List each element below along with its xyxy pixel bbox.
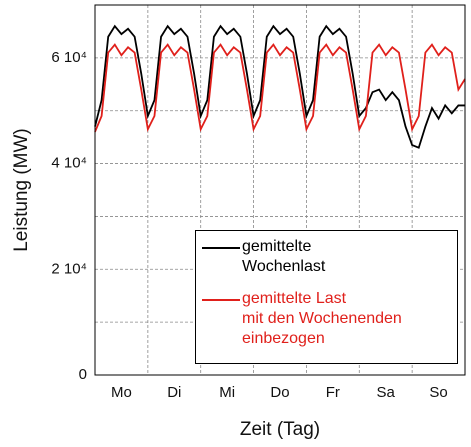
- data-line: [94, 43, 466, 133]
- x-tick-label: Fr: [326, 384, 340, 401]
- plot-frame: [94, 4, 466, 376]
- x-tick-label: Mi: [219, 384, 235, 401]
- legend-label: gemittelte Last mit den Wochenenden einb…: [242, 290, 402, 347]
- y-tick-label: 6 10⁴: [51, 49, 87, 66]
- legend-swatch: [202, 299, 240, 301]
- legend-label: gemittelte Wochenlast: [242, 238, 326, 275]
- x-tick-label: Sa: [377, 384, 396, 401]
- x-tick-label: Mo: [111, 384, 132, 401]
- legend-swatch: [202, 247, 240, 249]
- y-axis-title: Leistung (MW): [11, 128, 32, 252]
- x-axis-title: Zeit (Tag): [240, 419, 320, 440]
- y-tick-label: 4 10⁴: [51, 155, 87, 172]
- y-tick-label: 0: [79, 366, 87, 383]
- x-tick-label: So: [429, 384, 447, 401]
- legend: gemittelte Wochenlast gemittelte Last mit…: [195, 230, 458, 364]
- x-tick-label: Di: [167, 384, 181, 401]
- y-tick-label: 2 10⁴: [51, 260, 87, 277]
- data-line: [94, 24, 465, 149]
- x-tick-label: Do: [270, 384, 289, 401]
